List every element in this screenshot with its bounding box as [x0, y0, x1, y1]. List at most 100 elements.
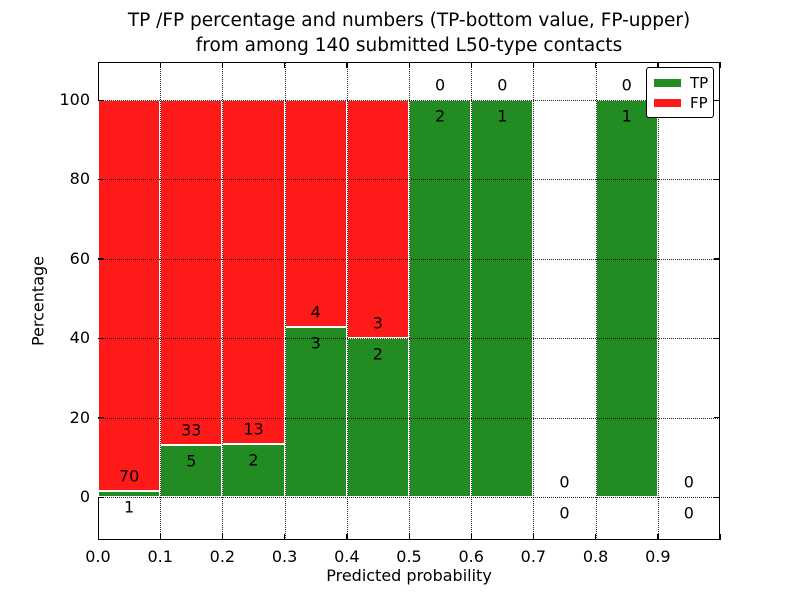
tp-count-label: 5	[186, 451, 197, 471]
fp-count-label: 13	[243, 419, 264, 439]
x-tick-label: 0.6	[458, 547, 484, 566]
x-axis-label: Predicted probability	[326, 566, 492, 585]
fp-count-label: 0	[435, 75, 446, 95]
x-tick-mark-top	[719, 62, 721, 68]
tp-count-label: 3	[310, 333, 321, 353]
y-tick-mark	[98, 178, 104, 181]
grid-line-v	[160, 62, 162, 540]
fp-count-label: 70	[118, 466, 140, 486]
x-tick-mark	[657, 534, 659, 540]
tp-count-label: 1	[497, 106, 508, 126]
tp-count-label: 0	[559, 503, 570, 523]
bar-tp	[346, 338, 409, 497]
grid-line-v	[657, 62, 659, 540]
x-tick-mark	[470, 534, 473, 540]
x-tick-mark	[408, 534, 410, 540]
y-tick-mark	[98, 337, 104, 340]
fp-count-label: 0	[683, 472, 694, 492]
x-tick-mark	[221, 534, 224, 540]
x-tick-mark-top	[408, 62, 410, 68]
y-axis-label: Percentage	[28, 255, 48, 347]
fp-count-label: 33	[181, 420, 202, 440]
grid-line-v	[284, 62, 286, 540]
y-tick-mark	[98, 417, 104, 419]
x-tick-mark	[719, 534, 721, 540]
y-tick-mark	[98, 496, 104, 498]
tp-count-label: 2	[372, 344, 383, 364]
y-tick-label: 100	[59, 90, 90, 109]
y-tick-label: 40	[69, 328, 90, 348]
x-tick-mark-top	[532, 62, 535, 68]
y-tick-mark-right	[714, 258, 720, 260]
x-tick-mark-top	[159, 62, 162, 68]
fp-swatch-icon	[654, 99, 681, 107]
y-tick-mark-right	[714, 417, 720, 419]
x-tick-mark	[284, 534, 286, 540]
legend-item-fp: FP	[654, 93, 708, 113]
fp-count-label: 0	[621, 75, 632, 95]
y-tick-label: 0	[79, 487, 90, 506]
x-tick-mark	[159, 534, 162, 540]
x-tick-mark-top	[346, 62, 348, 68]
bar-fp	[160, 100, 223, 445]
tp-count-label: 0	[683, 503, 694, 523]
bar-fp	[222, 100, 285, 445]
x-tick-mark	[595, 534, 597, 540]
legend-item-tp: TP	[654, 73, 709, 93]
x-tick-mark-top	[221, 62, 224, 68]
y-tick-label: 80	[69, 169, 90, 189]
y-tick-mark-right	[714, 496, 720, 498]
bar-fp	[284, 100, 347, 327]
grid-line-v	[222, 62, 224, 540]
fp-count-label: 0	[497, 75, 508, 95]
x-tick-mark-top	[470, 62, 473, 68]
bar-tp	[595, 100, 658, 497]
bar-fp	[346, 100, 409, 339]
y-tick-label: 20	[69, 407, 90, 427]
x-tick-mark-top	[657, 62, 659, 68]
legend-label-tp: TP	[690, 74, 709, 92]
y-tick-mark	[98, 258, 104, 260]
bar-fp	[98, 100, 161, 492]
bar-tp	[160, 444, 223, 497]
bar-tp	[471, 100, 534, 497]
x-tick-mark	[532, 534, 535, 540]
legend: TP FP	[646, 67, 714, 118]
bar-tp	[284, 326, 347, 497]
chart-title-line2: from among 140 submitted L50-type contac…	[195, 35, 623, 56]
x-tick-label: 0.4	[334, 547, 360, 566]
y-tick-mark-right	[714, 337, 720, 340]
x-tick-label: 0.2	[209, 547, 236, 566]
x-tick-label: 0.0	[85, 547, 111, 566]
legend-label-fp: FP	[690, 94, 708, 112]
x-tick-label: 0.9	[645, 547, 671, 566]
x-tick-label: 0.3	[271, 547, 298, 566]
chart-title: TP /FP percentage and numbers (TP-bottom…	[98, 8, 720, 58]
x-tick-mark-top	[97, 62, 99, 68]
tp-count-label: 1	[621, 106, 632, 126]
tp-swatch-icon	[654, 79, 681, 87]
grid-line-v	[346, 62, 348, 540]
bar-tp	[98, 491, 161, 497]
tp-count-label: 2	[435, 106, 446, 126]
y-tick-mark	[98, 99, 104, 101]
fp-count-label: 4	[310, 302, 321, 322]
grid-line-v	[471, 62, 473, 540]
x-tick-mark-top	[595, 62, 597, 68]
x-tick-label: 0.8	[582, 547, 609, 566]
fp-count-label: 0	[559, 472, 570, 492]
bar-tp	[409, 100, 472, 497]
y-tick-mark-right	[714, 178, 720, 181]
x-tick-label: 0.7	[520, 547, 547, 566]
y-tick-mark-right	[714, 99, 720, 101]
tp-count-label: 2	[248, 450, 259, 470]
x-tick-label: 0.5	[396, 547, 422, 566]
grid-line-v	[533, 62, 535, 540]
grid-line-v	[409, 62, 410, 540]
x-tick-label: 0.1	[147, 547, 173, 566]
y-tick-label: 60	[69, 248, 90, 268]
x-tick-mark	[97, 534, 99, 540]
grid-line-v	[595, 62, 597, 540]
chart-title-line1: TP /FP percentage and numbers (TP-bottom…	[127, 10, 691, 31]
